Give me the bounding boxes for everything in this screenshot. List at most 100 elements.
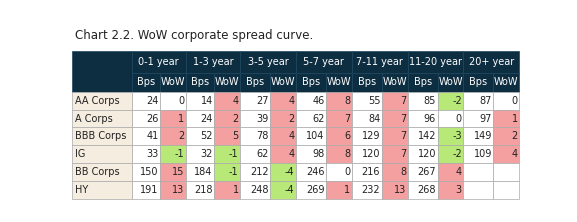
Bar: [326, 163, 352, 181]
Text: 8: 8: [400, 167, 406, 177]
Text: 62: 62: [312, 113, 324, 123]
Text: 4: 4: [288, 131, 294, 141]
Bar: [407, 92, 437, 109]
Bar: [437, 163, 463, 181]
Text: 4: 4: [456, 167, 462, 177]
Text: -4: -4: [285, 185, 294, 195]
Bar: [296, 127, 326, 145]
Bar: [270, 73, 296, 92]
Text: 7: 7: [400, 113, 406, 123]
Bar: [160, 92, 186, 109]
Bar: [326, 109, 352, 127]
Text: 8: 8: [344, 149, 350, 159]
Bar: [326, 181, 352, 199]
Text: 87: 87: [479, 96, 492, 106]
Bar: [437, 109, 463, 127]
Text: WoW: WoW: [383, 77, 407, 87]
Text: 120: 120: [418, 149, 436, 159]
Bar: [352, 163, 382, 181]
Text: 218: 218: [194, 185, 213, 195]
Text: 1: 1: [233, 185, 238, 195]
Text: 269: 269: [306, 185, 324, 195]
Text: 2: 2: [288, 113, 294, 123]
Text: 3: 3: [456, 185, 462, 195]
Bar: [463, 109, 493, 127]
Bar: [463, 145, 493, 163]
Text: 62: 62: [256, 149, 268, 159]
Text: 212: 212: [250, 167, 268, 177]
Bar: [382, 73, 407, 92]
Bar: [132, 181, 160, 199]
Bar: [186, 145, 214, 163]
Text: WoW: WoW: [160, 77, 185, 87]
Text: 109: 109: [474, 149, 492, 159]
Bar: [463, 181, 493, 199]
Text: 41: 41: [146, 131, 159, 141]
Text: 4: 4: [288, 96, 294, 106]
Text: 2: 2: [233, 113, 238, 123]
Text: WoW: WoW: [494, 77, 519, 87]
Text: Bps: Bps: [137, 77, 155, 87]
Bar: [407, 51, 463, 73]
Text: WoW: WoW: [271, 77, 295, 87]
Bar: [437, 73, 463, 92]
Bar: [493, 127, 519, 145]
Bar: [296, 145, 326, 163]
Text: 98: 98: [312, 149, 324, 159]
Text: 1: 1: [344, 185, 350, 195]
Text: 20+ year: 20+ year: [469, 57, 514, 67]
Text: 6: 6: [344, 131, 350, 141]
Bar: [240, 181, 270, 199]
Text: 142: 142: [418, 131, 436, 141]
Bar: [240, 73, 270, 92]
Text: 248: 248: [250, 185, 268, 195]
Bar: [352, 127, 382, 145]
Text: AA Corps: AA Corps: [75, 96, 120, 106]
Bar: [463, 127, 493, 145]
Text: 0: 0: [178, 96, 184, 106]
Bar: [463, 73, 493, 92]
Text: 4: 4: [512, 149, 518, 159]
Bar: [240, 92, 270, 109]
Text: 5: 5: [233, 131, 238, 141]
Text: WoW: WoW: [327, 77, 351, 87]
Text: WoW: WoW: [439, 77, 463, 87]
Text: 1: 1: [512, 113, 518, 123]
Text: 1-3 year: 1-3 year: [193, 57, 233, 67]
Bar: [186, 163, 214, 181]
Bar: [407, 181, 437, 199]
Text: Bps: Bps: [414, 77, 432, 87]
Text: Bps: Bps: [191, 77, 209, 87]
Text: 267: 267: [417, 167, 436, 177]
Bar: [296, 73, 326, 92]
Text: 3-5 year: 3-5 year: [248, 57, 288, 67]
Bar: [407, 109, 437, 127]
Text: Bps: Bps: [358, 77, 376, 87]
Text: -1: -1: [175, 149, 184, 159]
Text: A Corps: A Corps: [75, 113, 113, 123]
Text: 97: 97: [479, 113, 492, 123]
Bar: [352, 181, 382, 199]
Bar: [270, 92, 296, 109]
Text: 7-11 year: 7-11 year: [356, 57, 403, 67]
Text: 216: 216: [362, 167, 380, 177]
Bar: [270, 163, 296, 181]
Bar: [326, 145, 352, 163]
Text: 191: 191: [140, 185, 159, 195]
Bar: [186, 92, 214, 109]
Bar: [132, 73, 160, 92]
Text: 85: 85: [424, 96, 436, 106]
Bar: [352, 109, 382, 127]
Bar: [72, 181, 132, 199]
Bar: [437, 127, 463, 145]
Bar: [296, 92, 326, 109]
Text: WoW: WoW: [215, 77, 239, 87]
Bar: [160, 163, 186, 181]
Bar: [214, 127, 240, 145]
Text: BBB Corps: BBB Corps: [75, 131, 126, 141]
Text: 24: 24: [200, 113, 213, 123]
Bar: [214, 145, 240, 163]
Text: 268: 268: [418, 185, 436, 195]
Bar: [326, 92, 352, 109]
Bar: [72, 51, 132, 92]
